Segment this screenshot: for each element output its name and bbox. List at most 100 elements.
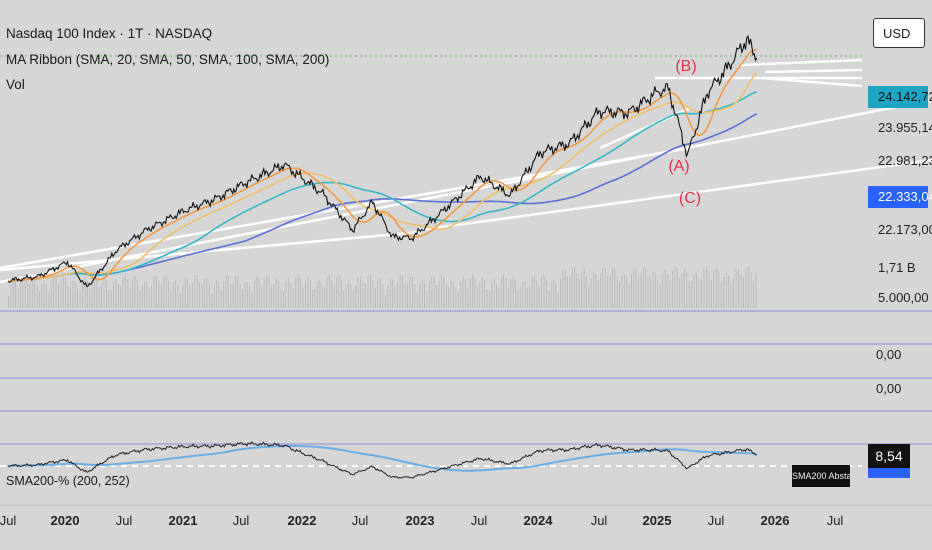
volume-bar — [743, 276, 744, 308]
volume-bar — [108, 289, 110, 308]
volume-bar — [720, 281, 722, 308]
volume-bar — [555, 284, 557, 308]
volume-bar — [543, 274, 545, 308]
volume-bar — [338, 275, 340, 308]
x-tick-label: Jul — [590, 513, 608, 528]
volume-bar — [122, 277, 124, 308]
volume-bar — [249, 285, 251, 308]
trendline — [419, 158, 932, 232]
volume-bar — [524, 282, 526, 308]
volume-bar — [392, 279, 394, 308]
volume-bar — [360, 276, 362, 308]
volume-bar — [654, 272, 656, 308]
volume-bar — [258, 278, 260, 308]
volume-bar — [626, 277, 628, 308]
volume-bar — [399, 275, 401, 308]
volume-bar — [65, 276, 66, 308]
volume-bar — [515, 279, 516, 308]
currency-button[interactable]: USD — [873, 18, 925, 48]
volume-bar — [357, 277, 359, 308]
volume-bar — [585, 275, 587, 308]
volume-bar — [77, 288, 79, 308]
volume-bar — [662, 273, 664, 308]
volume-bar — [708, 271, 710, 308]
volume-bar — [146, 282, 148, 308]
volume-legend[interactable]: Vol — [6, 77, 25, 92]
volume-bar — [407, 284, 408, 308]
volume-bar — [268, 276, 270, 308]
volume-bar — [191, 282, 193, 308]
volume-bar — [676, 269, 678, 308]
volume-bar — [305, 280, 306, 308]
trendline — [0, 98, 932, 284]
volume-bar — [290, 281, 292, 308]
volume-bar — [507, 287, 509, 308]
volume-bar — [103, 277, 105, 308]
volume-bar — [38, 291, 40, 308]
volume-bar — [98, 286, 100, 308]
volume-bar — [512, 275, 514, 308]
volume-bar — [484, 280, 485, 308]
volume-bar — [22, 274, 24, 308]
volume-bar — [560, 278, 561, 308]
volume-bar — [41, 284, 43, 308]
volume-bar — [600, 274, 601, 308]
ma-ribbon-legend[interactable]: MA Ribbon (SMA, 20, SMA, 50, SMA, 100, S… — [6, 52, 330, 67]
volume-bar — [426, 291, 428, 308]
volume-bar — [283, 290, 284, 308]
pane-value-1: 0,00 — [876, 347, 902, 362]
volume-bar — [370, 274, 371, 308]
volume-bar — [642, 266, 644, 308]
volume-bar — [189, 285, 191, 308]
price-tag-sma200: 22.333,04 — [868, 186, 932, 208]
volume-bar — [79, 290, 81, 308]
volume-bar — [467, 288, 469, 308]
volume-bar — [710, 279, 712, 308]
volume-bar — [402, 275, 403, 308]
volume-bar — [244, 282, 246, 308]
price-tag-3: 22.173,00 — [878, 222, 932, 237]
wave-label-b: (B) — [675, 58, 697, 75]
volume-bar — [421, 280, 423, 308]
volume-bar — [619, 281, 620, 308]
pane-value-2: 0,00 — [876, 381, 902, 396]
volume-bar — [612, 268, 613, 308]
sma200-pct-secondary-tag — [868, 468, 910, 478]
volume-bar — [314, 288, 316, 308]
sma200-pct-value: 8,54 — [868, 444, 910, 468]
volume-bar — [522, 282, 524, 308]
volume-bar — [664, 269, 666, 308]
volume-bar — [738, 268, 739, 308]
volume-bar — [526, 287, 528, 308]
volume-bar — [27, 283, 28, 308]
volume-bar — [595, 273, 597, 308]
volume-bar — [713, 270, 715, 308]
volume-bar — [416, 291, 418, 308]
trendline — [764, 68, 863, 74]
volume-bar — [329, 274, 330, 308]
volume-bar — [375, 288, 376, 308]
volume-bar — [120, 286, 122, 308]
volume-bar — [688, 280, 690, 308]
volume-bar — [409, 277, 411, 308]
x-tick-label: Jul — [470, 513, 488, 528]
volume-bar — [377, 280, 379, 308]
volume-bar — [581, 270, 583, 308]
volume-bar — [553, 279, 554, 308]
sma-pct-legend[interactable]: SMA200-% (200, 252) — [6, 474, 130, 488]
volume-bar — [153, 277, 155, 308]
volume-bar — [156, 275, 157, 308]
volume-bar — [394, 286, 396, 308]
volume-bar — [725, 272, 727, 308]
volume-bar — [645, 268, 647, 308]
volume-bar — [179, 293, 181, 308]
volume-bar — [201, 285, 203, 308]
volume-bar — [486, 289, 488, 308]
volume-bar — [574, 266, 576, 308]
volume-bar — [379, 278, 381, 308]
volume-bar — [208, 284, 210, 308]
x-tick-label: 2026 — [760, 513, 790, 528]
volume-bars — [8, 266, 757, 308]
volume-bar — [706, 266, 707, 308]
